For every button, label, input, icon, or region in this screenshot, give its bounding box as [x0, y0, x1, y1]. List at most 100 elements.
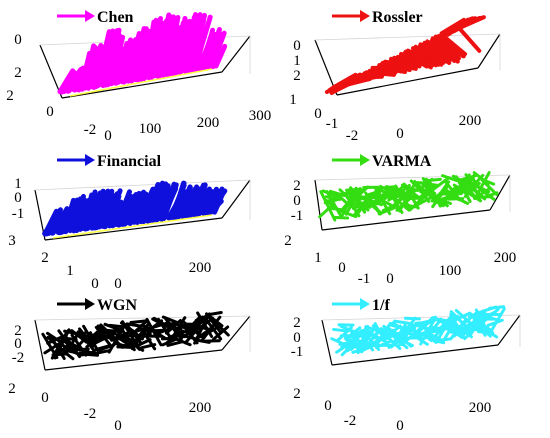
legend-arrow-icon	[360, 154, 370, 166]
trace-highlight	[69, 68, 213, 97]
y-tick-label: 1	[289, 92, 297, 108]
trace-segment	[319, 190, 337, 222]
z-tick-label: 1	[293, 53, 301, 69]
z-tick-label: 0	[293, 193, 301, 209]
trace-segment	[441, 174, 459, 182]
series-trace	[41, 310, 230, 361]
trace-segment	[212, 325, 230, 341]
axes-box	[39, 35, 251, 99]
trace-segment	[49, 207, 63, 235]
trace-segment	[71, 193, 86, 233]
trace-segment	[458, 177, 476, 185]
trace-segment	[166, 340, 184, 347]
legend-arrow-icon	[85, 298, 95, 310]
axes-box	[34, 315, 251, 371]
trace-segment	[403, 325, 421, 336]
x-tick-label: 0	[114, 276, 122, 292]
trace-segment	[191, 34, 206, 72]
trace-segment	[182, 184, 200, 218]
x-tick-label: 100	[439, 263, 462, 279]
trace-segment	[150, 180, 166, 222]
x-tick-label: 200	[189, 260, 212, 276]
trace-segment	[203, 186, 219, 215]
trace-segment	[433, 34, 460, 58]
legend-arrow-icon	[360, 10, 370, 22]
trace-segment	[430, 36, 457, 62]
x-axis-line	[321, 209, 491, 231]
x-tick-label: 300	[249, 108, 272, 124]
trace-segment	[425, 39, 452, 64]
trace-segment	[149, 20, 164, 79]
trace-segment	[352, 185, 370, 202]
trace-segment	[153, 12, 172, 78]
x-axis-line	[44, 349, 223, 371]
x-tick-label: 0	[114, 418, 122, 434]
series-name-label: Chen	[97, 9, 134, 26]
z-tick-label: -2	[12, 350, 25, 366]
y-axis-line	[489, 174, 511, 211]
series-trace	[330, 305, 506, 357]
trace-segment	[129, 319, 147, 324]
x-tick-label: 200	[494, 250, 517, 266]
z-tick-label: -1	[291, 208, 304, 224]
grid-line	[34, 179, 251, 191]
trace-segment	[325, 190, 343, 218]
series-name-label: Rossler	[372, 9, 423, 26]
trace-segment	[452, 194, 470, 205]
x-tick-label: 200	[189, 400, 212, 416]
trace-highlight	[52, 214, 213, 239]
trace-segment	[425, 177, 443, 208]
y-tick-label: 0	[324, 398, 332, 414]
trace-segment	[161, 182, 179, 221]
x-tick-label: 200	[197, 115, 220, 131]
legend-arrow-icon	[85, 154, 95, 166]
z-tick-label: 0	[14, 336, 22, 352]
y-tick-label: 2	[41, 250, 49, 266]
z-tick-label: 2	[293, 68, 301, 84]
trace-segment	[141, 182, 161, 224]
trace-segment	[398, 323, 416, 347]
x-tick-label: 0	[386, 271, 394, 287]
y-tick-label: 2	[8, 381, 16, 397]
trace-segment	[60, 201, 76, 234]
grid-lines	[34, 315, 251, 352]
trace-segment	[87, 45, 106, 89]
trace-segment	[209, 30, 227, 69]
trace-segment	[482, 307, 500, 323]
trace-segment	[377, 206, 395, 216]
y-tick-label: 3	[8, 233, 16, 249]
trace-segment	[413, 44, 440, 65]
trace-segment	[83, 191, 98, 231]
trace-segment	[133, 26, 149, 82]
axes-box	[321, 314, 521, 366]
trace-segment	[416, 195, 434, 206]
z-axis-line	[321, 319, 333, 366]
y-axis-line	[477, 33, 501, 69]
y-tick-label: 2	[6, 88, 14, 104]
z-tick-label: 2	[293, 315, 301, 331]
trace-segment	[332, 327, 350, 333]
trace-segment	[143, 17, 159, 80]
series-trace	[324, 15, 486, 95]
trace-segment	[105, 192, 121, 228]
y-axis-line	[221, 35, 251, 73]
series-name-label: VARMA	[372, 153, 432, 170]
legend-arrow-icon	[360, 298, 370, 310]
trace-segment	[473, 183, 491, 194]
legend-entry	[57, 154, 95, 166]
legend-entry	[332, 154, 370, 166]
axes-box	[314, 174, 511, 231]
legend-entry	[332, 298, 370, 310]
x-axis-line	[331, 344, 499, 366]
x-tick-label: 0	[104, 128, 112, 144]
z-axis-line	[39, 44, 63, 99]
trace-segment	[403, 49, 430, 68]
y-tick-label: 0	[41, 390, 49, 406]
y-tick-label: 2	[293, 386, 301, 402]
trace-segment	[175, 18, 193, 74]
legend-entry	[57, 10, 95, 22]
trace-segment	[45, 331, 63, 345]
